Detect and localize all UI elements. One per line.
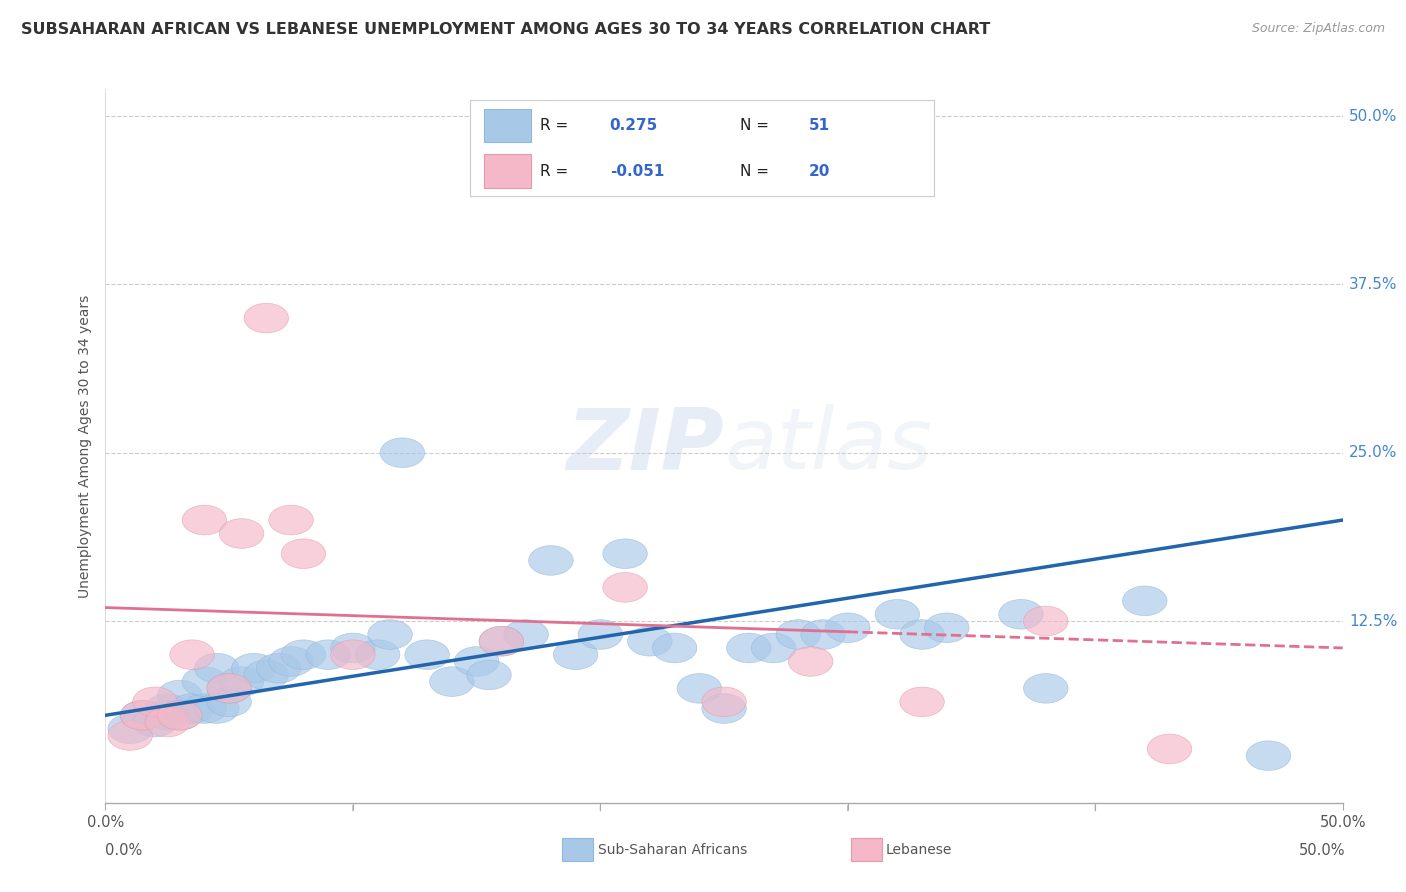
Ellipse shape	[467, 660, 512, 690]
Text: Source: ZipAtlas.com: Source: ZipAtlas.com	[1251, 22, 1385, 36]
Text: 25.0%: 25.0%	[1348, 445, 1398, 460]
Ellipse shape	[330, 633, 375, 663]
Ellipse shape	[503, 620, 548, 649]
Ellipse shape	[825, 613, 870, 642]
Ellipse shape	[281, 640, 326, 670]
Ellipse shape	[1024, 607, 1069, 636]
Ellipse shape	[145, 707, 190, 737]
Ellipse shape	[121, 700, 165, 730]
Ellipse shape	[207, 687, 252, 716]
Text: 50.0%: 50.0%	[1348, 109, 1398, 124]
Ellipse shape	[207, 673, 252, 703]
Ellipse shape	[145, 694, 190, 723]
Text: SUBSAHARAN AFRICAN VS LEBANESE UNEMPLOYMENT AMONG AGES 30 TO 34 YEARS CORRELATIO: SUBSAHARAN AFRICAN VS LEBANESE UNEMPLOYM…	[21, 22, 990, 37]
Ellipse shape	[1024, 673, 1069, 703]
Ellipse shape	[157, 681, 202, 710]
Ellipse shape	[157, 700, 202, 730]
Ellipse shape	[170, 694, 214, 723]
Ellipse shape	[157, 700, 202, 730]
Ellipse shape	[702, 694, 747, 723]
Ellipse shape	[183, 667, 226, 697]
Ellipse shape	[132, 687, 177, 716]
Y-axis label: Unemployment Among Ages 30 to 34 years: Unemployment Among Ages 30 to 34 years	[79, 294, 93, 598]
Ellipse shape	[245, 303, 288, 333]
Ellipse shape	[603, 573, 647, 602]
Ellipse shape	[801, 620, 845, 649]
Ellipse shape	[479, 626, 523, 656]
Ellipse shape	[603, 539, 647, 568]
Text: ZIP: ZIP	[567, 404, 724, 488]
Ellipse shape	[307, 640, 350, 670]
Ellipse shape	[405, 640, 450, 670]
Ellipse shape	[194, 694, 239, 723]
Text: 12.5%: 12.5%	[1348, 614, 1398, 629]
Ellipse shape	[727, 633, 770, 663]
Ellipse shape	[380, 438, 425, 467]
Ellipse shape	[454, 647, 499, 676]
Ellipse shape	[183, 694, 226, 723]
Text: Lebanese: Lebanese	[886, 843, 952, 857]
Ellipse shape	[529, 546, 574, 575]
Ellipse shape	[776, 620, 821, 649]
Ellipse shape	[702, 687, 747, 716]
Ellipse shape	[232, 653, 276, 683]
Ellipse shape	[1122, 586, 1167, 615]
Ellipse shape	[998, 599, 1043, 629]
Ellipse shape	[330, 640, 375, 670]
Ellipse shape	[245, 660, 288, 690]
Ellipse shape	[219, 667, 264, 697]
Ellipse shape	[875, 599, 920, 629]
Text: Sub-Saharan Africans: Sub-Saharan Africans	[598, 843, 747, 857]
Ellipse shape	[368, 620, 412, 649]
Text: 50.0%: 50.0%	[1299, 843, 1346, 857]
Ellipse shape	[170, 640, 214, 670]
Ellipse shape	[678, 673, 721, 703]
Ellipse shape	[121, 700, 165, 730]
Ellipse shape	[925, 613, 969, 642]
Ellipse shape	[281, 539, 326, 568]
Ellipse shape	[183, 505, 226, 535]
Ellipse shape	[1147, 734, 1192, 764]
Text: 0.0%: 0.0%	[105, 843, 142, 857]
Ellipse shape	[554, 640, 598, 670]
Ellipse shape	[1246, 741, 1291, 771]
Ellipse shape	[430, 667, 474, 697]
Ellipse shape	[269, 505, 314, 535]
Ellipse shape	[900, 620, 945, 649]
Text: atlas: atlas	[724, 404, 932, 488]
Ellipse shape	[207, 673, 252, 703]
Ellipse shape	[789, 647, 832, 676]
Ellipse shape	[479, 626, 523, 656]
Ellipse shape	[578, 620, 623, 649]
Ellipse shape	[627, 626, 672, 656]
Ellipse shape	[145, 700, 190, 730]
Ellipse shape	[108, 721, 152, 750]
Ellipse shape	[652, 633, 697, 663]
Ellipse shape	[108, 714, 152, 744]
Ellipse shape	[269, 647, 314, 676]
Ellipse shape	[219, 519, 264, 549]
Ellipse shape	[900, 687, 945, 716]
Ellipse shape	[356, 640, 399, 670]
Ellipse shape	[751, 633, 796, 663]
Ellipse shape	[194, 653, 239, 683]
Ellipse shape	[132, 707, 177, 737]
Ellipse shape	[256, 653, 301, 683]
Text: 37.5%: 37.5%	[1348, 277, 1398, 292]
